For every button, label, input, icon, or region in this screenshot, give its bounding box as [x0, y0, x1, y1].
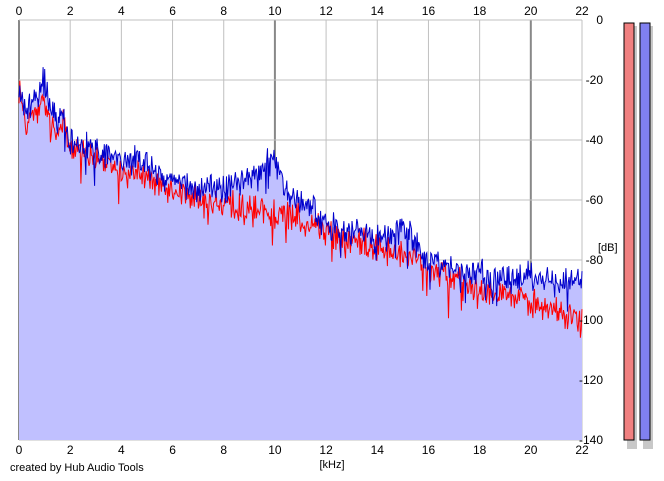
level-meters [623, 22, 653, 449]
y-tick-label: -100 [579, 313, 603, 327]
y-tick-label: -60 [586, 193, 604, 207]
x-tick-label-top: 8 [220, 4, 227, 18]
x-tick-label-top: 0 [16, 4, 23, 18]
x-tick-label-bottom: 20 [524, 443, 538, 457]
x-tick-label-bottom: 8 [220, 443, 227, 457]
right-level-meter [639, 22, 651, 441]
x-tick-label-top: 2 [67, 4, 74, 18]
x-tick-label-bottom: 16 [422, 443, 436, 457]
x-axis-label: [kHz] [319, 459, 344, 471]
y-tick-label: 0 [596, 13, 603, 27]
x-tick-label-top: 20 [524, 4, 538, 18]
x-tick-labels-bottom: 0 2 4 6 8 10 12 14 16 18 20 22 [16, 443, 589, 457]
x-tick-label-top: 12 [319, 4, 333, 18]
y-tick-labels: 0 -20 -40 -60 -80 -100 -120 -140 [579, 13, 603, 447]
x-tick-label-bottom: 4 [118, 443, 125, 457]
credit-text: created by Hub Audio Tools [10, 462, 144, 474]
x-tick-label-top: 16 [422, 4, 436, 18]
x-tick-label-top: 10 [268, 4, 282, 18]
right-channel-line [18, 67, 583, 312]
y-tick-label: -80 [586, 253, 604, 267]
x-tick-label-top: 22 [575, 4, 589, 18]
x-tick-label-top: 14 [371, 4, 385, 18]
y-axis-label: [dB] [598, 242, 618, 254]
left-level-meter [623, 22, 635, 441]
x-tick-label-top: 6 [169, 4, 176, 18]
x-tick-label-bottom: 2 [67, 443, 74, 457]
x-tick-label-bottom: 22 [575, 443, 589, 457]
left-channel-line [18, 80, 583, 338]
x-tick-label-bottom: 12 [319, 443, 333, 457]
spectrum-fill-area [19, 67, 582, 440]
series-lines [18, 67, 583, 338]
x-tick-label-bottom: 0 [16, 443, 23, 457]
x-tick-label-bottom: 14 [371, 443, 385, 457]
y-tick-label: -20 [586, 73, 604, 87]
x-tick-label-top: 4 [118, 4, 125, 18]
x-tick-label-bottom: 18 [473, 443, 487, 457]
y-tick-label: -40 [586, 133, 604, 147]
x-tick-label-bottom: 10 [268, 443, 282, 457]
x-tick-label-top: 18 [473, 4, 487, 18]
y-tick-label: -140 [579, 433, 603, 447]
x-tick-labels-top: 0 2 4 6 8 10 12 14 16 18 20 22 [16, 4, 589, 18]
y-tick-label: -120 [579, 373, 603, 387]
x-tick-label-bottom: 6 [169, 443, 176, 457]
